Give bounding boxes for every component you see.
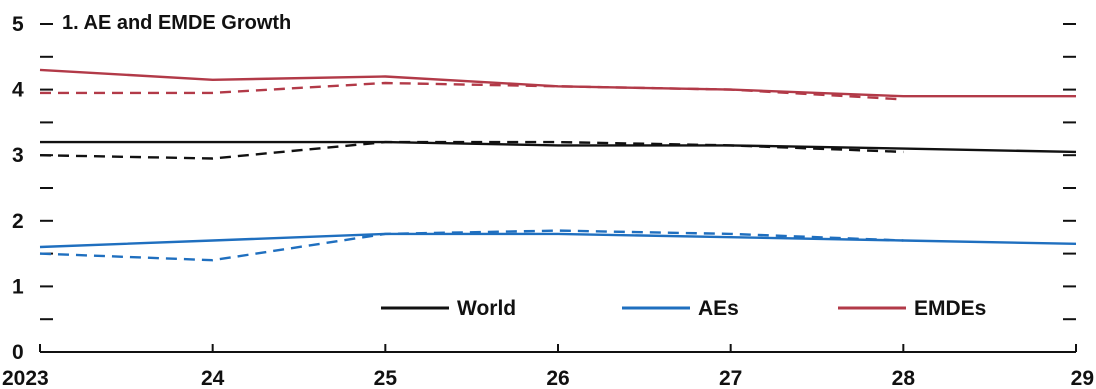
x-tick-label: 29: [1071, 367, 1094, 389]
chart-axes: 2023 24 25 26 27 28 29 0 1 2 3 4 5: [2, 13, 1094, 389]
y-tick-label: 5: [12, 13, 24, 36]
y-tick-label: 1: [12, 275, 24, 298]
x-tick-label: 26: [546, 367, 569, 389]
chart-legend: World AEs EMDEs: [381, 297, 986, 320]
x-tick-label: 25: [374, 367, 398, 389]
x-tick-label: 27: [719, 367, 742, 389]
emdes-line: [39, 68, 1076, 98]
world-line: [40, 140, 1077, 154]
aes-line: [39, 232, 1077, 249]
y-tick-label: 3: [12, 144, 24, 167]
legend-label-aes: AEs: [698, 297, 739, 320]
y-tick-label: 2: [12, 210, 24, 233]
legend-label-world: World: [457, 297, 516, 320]
chart-series-lines: [39, 68, 1077, 262]
y-tick-label: 0: [12, 341, 24, 364]
chart-title: 1. AE and EMDE Growth: [62, 12, 291, 34]
x-tick-label: 28: [892, 367, 916, 389]
x-tick-label: 2023: [2, 367, 49, 389]
y-tick-label: 4: [12, 79, 24, 102]
x-tick-label: 24: [201, 367, 225, 389]
legend-label-emdes: EMDEs: [914, 297, 986, 320]
series-dashed-line: [39, 229, 904, 262]
